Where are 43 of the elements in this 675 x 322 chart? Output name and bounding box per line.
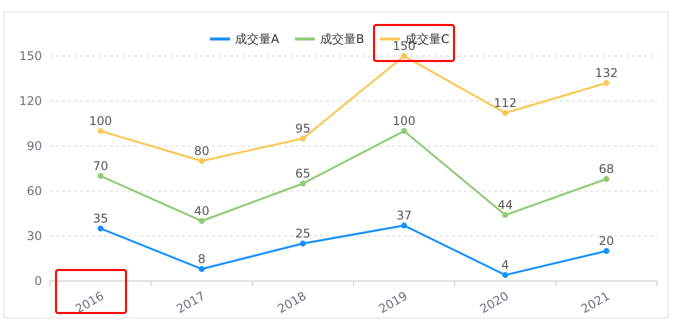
data-label: 100 — [89, 114, 112, 128]
data-label: 80 — [194, 144, 210, 158]
point — [401, 222, 408, 228]
point — [603, 176, 610, 182]
data-label: 40 — [194, 204, 210, 218]
y-tick-label: 0 — [34, 274, 42, 288]
point — [401, 128, 408, 134]
data-label: 8 — [198, 252, 206, 266]
point — [198, 218, 205, 224]
point — [98, 128, 104, 134]
data-label: 4 — [501, 258, 510, 272]
data-label: 25 — [295, 226, 311, 240]
data-label: 112 — [494, 96, 517, 110]
point — [98, 173, 104, 179]
point — [300, 240, 306, 246]
data-label: 65 — [295, 166, 311, 180]
y-tick-label: 60 — [26, 184, 42, 198]
data-label: 132 — [594, 66, 618, 80]
data-label: 44 — [498, 198, 513, 212]
point — [502, 272, 508, 278]
data-label: 68 — [598, 162, 614, 176]
y-tick-label: 90 — [26, 139, 42, 153]
point — [198, 158, 205, 164]
point — [300, 136, 306, 142]
point — [198, 266, 205, 272]
data-label: 20 — [598, 234, 614, 248]
data-label: 70 — [92, 159, 108, 173]
y-tick-label: 150 — [19, 49, 42, 63]
y-tick-label: 120 — [19, 94, 42, 108]
data-label: 95 — [295, 122, 311, 136]
legend-label: 成交量A — [235, 32, 280, 46]
point — [401, 53, 408, 59]
point — [98, 226, 104, 232]
point — [502, 110, 508, 116]
legend-label: 成交量B — [320, 32, 364, 46]
point — [300, 180, 306, 186]
data-label: 37 — [396, 208, 412, 222]
data-label: 35 — [92, 212, 108, 226]
point — [603, 80, 610, 86]
data-label: 100 — [392, 114, 416, 128]
point — [603, 248, 610, 254]
y-tick-label: 30 — [26, 229, 42, 243]
point — [502, 212, 508, 218]
